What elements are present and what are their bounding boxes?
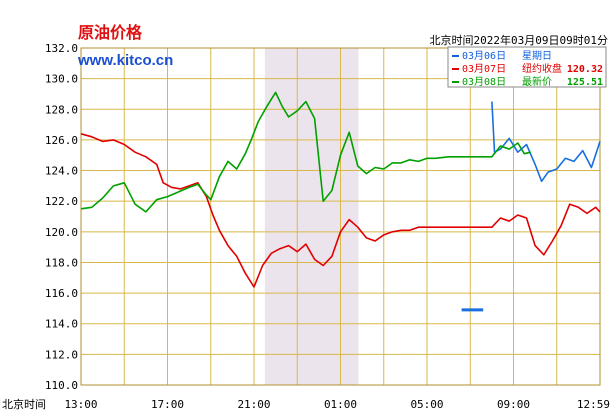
plot-frame — [80, 47, 601, 386]
legend-box — [447, 46, 607, 88]
labels: 原油价格 www.kitco.cn 北京时间2022年03月09日09时01分 … — [2, 23, 608, 411]
y-tick-label: 114.0 — [45, 318, 78, 331]
legend-text: 纽约收盘 — [522, 62, 562, 75]
legend-value: 125.51 — [567, 77, 603, 88]
grid — [80, 47, 601, 386]
x-tick-label: 21:00 — [237, 398, 270, 411]
x-tick-label: 12:59 — [577, 398, 610, 411]
legend-value: 120.32 — [567, 64, 603, 75]
x-tick-label: 05:00 — [410, 398, 443, 411]
x-tick-label: 17:00 — [151, 398, 184, 411]
legend: 03月06日 星期日 03月07日 纽约收盘 120.32 03月08日 最新价 125.51 — [447, 46, 607, 88]
axes: 132.0 130.0 128.0 126.0 124.0 122.0 120.0 118.0… — [45, 42, 610, 411]
legend-text: 星期日 — [522, 50, 552, 62]
x-axis-label: 北京时间 — [2, 397, 46, 411]
y-tick-label: 116.0 — [45, 287, 78, 300]
y-tick-label: 124.0 — [45, 165, 78, 178]
y-tick-label: 120.0 — [45, 226, 78, 239]
legend-date: 03月08日 — [462, 76, 506, 88]
series-line-3 — [80, 91, 384, 213]
x-tick-label: 09:00 — [497, 398, 530, 411]
y-tick-label: 110.0 — [45, 379, 78, 392]
y-tick-label: 118.0 — [45, 256, 78, 269]
series-line-2 — [80, 133, 427, 288]
y-tick-label: 126.0 — [45, 134, 78, 147]
chart-title: 原油价格 — [78, 23, 143, 42]
y-tick-label: 130.0 — [45, 73, 78, 86]
legend-date: 03月06日 — [462, 50, 506, 62]
legend-date: 03月07日 — [462, 63, 506, 75]
series-line-3 — [383, 142, 531, 170]
x-tick-label: 01:00 — [324, 398, 357, 411]
y-tick-label: 122.0 — [45, 195, 78, 208]
site-logo: www.kitco.cn — [77, 52, 173, 69]
y-tick-label: 132.0 — [45, 42, 78, 55]
series — [80, 91, 601, 312]
y-tick-label: 128.0 — [45, 103, 78, 116]
legend-text: 最新价 — [522, 75, 552, 88]
series-line-1 — [491, 101, 601, 183]
series-line-2 — [427, 203, 601, 256]
timestamp: 北京时间2022年03月09日09时01分 — [430, 33, 608, 47]
y-tick-label: 112.0 — [45, 348, 78, 361]
x-tick-label: 13:00 — [64, 398, 97, 411]
